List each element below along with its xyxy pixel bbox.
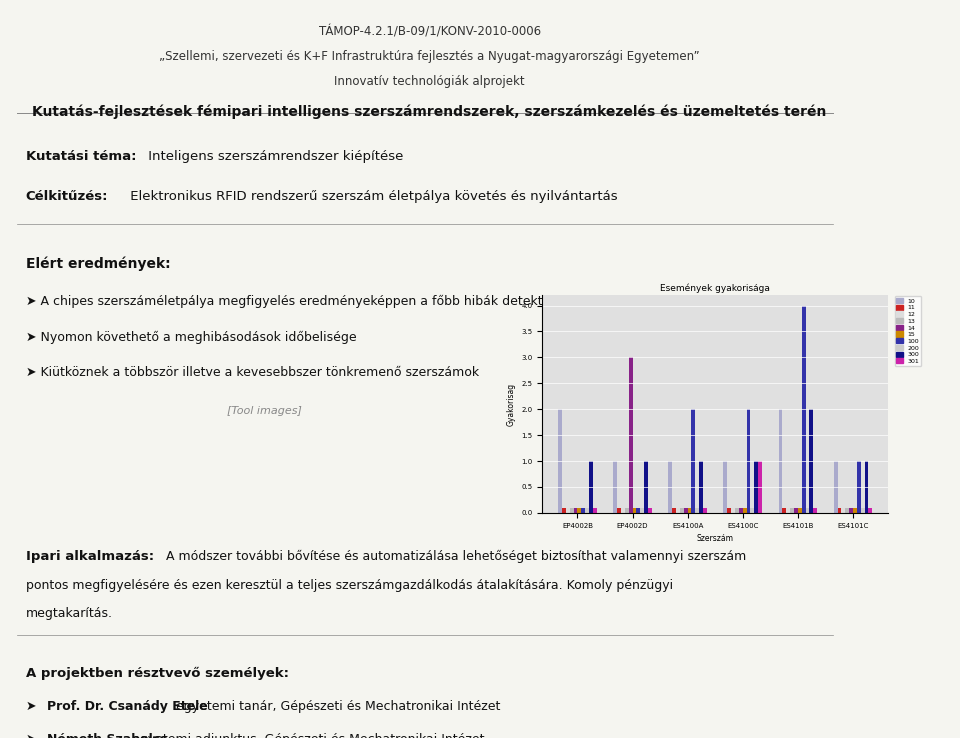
Bar — [589, 461, 593, 513]
Text: A projektben résztvevő személyek:: A projektben résztvevő személyek: — [26, 666, 289, 680]
Text: Innovatív technológiák alprojekt: Innovatív technológiák alprojekt — [334, 75, 525, 88]
Bar — [743, 508, 747, 513]
Bar — [786, 508, 790, 513]
Bar — [865, 461, 869, 513]
Bar — [684, 508, 687, 513]
Text: ➤ A chipes szerszáméletpálya megfigyelés eredményeképpen a főbb hibák detektálás: ➤ A chipes szerszáméletpálya megfigyelés… — [26, 295, 636, 308]
Bar — [672, 508, 676, 513]
Bar — [558, 410, 562, 513]
Text: ➤ Kiütköznek a többször illetve a kevesebbszer tönkremenő szerszámok: ➤ Kiütköznek a többször illetve a kevese… — [26, 366, 479, 379]
Bar — [625, 508, 629, 513]
Bar — [790, 508, 794, 513]
Bar — [758, 461, 762, 513]
Bar — [850, 508, 853, 513]
Bar — [581, 508, 585, 513]
Bar — [857, 461, 861, 513]
Bar — [735, 508, 739, 513]
Bar — [668, 461, 672, 513]
Bar — [613, 461, 617, 513]
Title: Események gyakorisága: Események gyakorisága — [660, 283, 770, 293]
Bar — [644, 461, 648, 513]
Bar — [695, 508, 699, 513]
Bar — [621, 508, 625, 513]
Bar — [813, 508, 817, 513]
Bar — [853, 508, 857, 513]
Bar — [640, 508, 644, 513]
Text: Inteligens szerszámrendszer kiépítése: Inteligens szerszámrendszer kiépítése — [144, 150, 404, 163]
Text: ➤: ➤ — [26, 733, 36, 738]
Bar — [833, 461, 837, 513]
Text: „Szellemi, szervezeti és K+F Infrastruktúra fejlesztés a Nyugat-magyarországi Eg: „Szellemi, szervezeti és K+F Infrastrukt… — [159, 50, 700, 63]
Text: Elektronikus RFID rendszerű szerszám életpálya követés és nyilvántartás: Elektronikus RFID rendszerű szerszám éle… — [127, 190, 618, 204]
Bar — [837, 508, 841, 513]
Bar — [648, 508, 652, 513]
Text: Prof. Dr. Csanády Etele: Prof. Dr. Csanády Etele — [47, 700, 208, 713]
X-axis label: Szerszám: Szerszám — [697, 534, 733, 543]
Bar — [562, 508, 565, 513]
Text: ➤ Nyomon követhető a meghibásodások időbelisége: ➤ Nyomon követhető a meghibásodások időb… — [26, 331, 356, 344]
Bar — [841, 508, 846, 513]
Bar — [861, 508, 865, 513]
Bar — [687, 508, 691, 513]
Bar — [699, 461, 703, 513]
Text: Kutatási téma:: Kutatási téma: — [26, 150, 136, 163]
Bar — [728, 508, 732, 513]
Bar — [565, 508, 569, 513]
Text: A módszer további bővítése és automatizálása lehetőséget biztosíthat valamennyi : A módszer további bővítése és automatizá… — [161, 550, 746, 563]
Text: pontos megfigyelésére és ezen keresztül a teljes szerszámgazdálkodás átalakításá: pontos megfigyelésére és ezen keresztül … — [26, 579, 673, 593]
Bar — [633, 508, 636, 513]
Bar — [805, 508, 809, 513]
Bar — [680, 508, 684, 513]
Bar — [739, 508, 743, 513]
Bar — [577, 508, 581, 513]
Text: Ipari alkalmazás:: Ipari alkalmazás: — [26, 550, 154, 563]
Bar — [676, 508, 680, 513]
Text: Elért eredmények:: Elért eredmények: — [26, 257, 171, 272]
Bar — [751, 508, 755, 513]
Bar — [782, 508, 786, 513]
Bar — [593, 508, 597, 513]
Bar — [755, 461, 758, 513]
Bar — [846, 508, 850, 513]
Text: ➤: ➤ — [26, 700, 36, 713]
Text: Kutatás-fejlesztések fémipari intelligens szerszámrendszerek, szerszámkezelés és: Kutatás-fejlesztések fémipari intelligen… — [33, 104, 827, 119]
Bar — [779, 410, 782, 513]
Bar — [636, 508, 640, 513]
Bar — [585, 508, 589, 513]
Text: Németh Szabolcs: Németh Szabolcs — [47, 733, 168, 738]
Bar — [573, 508, 577, 513]
Bar — [691, 410, 695, 513]
Bar — [869, 508, 873, 513]
Bar — [617, 508, 621, 513]
Bar — [629, 357, 633, 513]
Text: egyetemi tanár, Gépészeti és Mechatronikai Intézet: egyetemi tanár, Gépészeti és Mechatronik… — [172, 700, 500, 713]
Bar — [809, 410, 813, 513]
Bar — [703, 508, 707, 513]
Bar — [798, 508, 802, 513]
Bar — [794, 508, 798, 513]
Bar — [724, 461, 728, 513]
Legend: 10, 11, 12, 13, 14, 15, 100, 200, 300, 301: 10, 11, 12, 13, 14, 15, 100, 200, 300, 3… — [895, 296, 922, 366]
Bar — [802, 306, 805, 513]
Bar — [732, 508, 735, 513]
Bar — [569, 508, 573, 513]
Y-axis label: Gyakorisag: Gyakorisag — [507, 382, 516, 426]
Bar — [747, 410, 751, 513]
Text: egyetemi adjunktus, Gépészeti és Mechatronikai Intézet: egyetemi adjunktus, Gépészeti és Mechatr… — [129, 733, 485, 738]
Text: Célkitűzés:: Célkitűzés: — [26, 190, 108, 204]
Text: [Tool images]: [Tool images] — [227, 407, 301, 416]
Text: TÁMOP-4.2.1/B-09/1/KONV-2010-0006: TÁMOP-4.2.1/B-09/1/KONV-2010-0006 — [319, 26, 540, 39]
Text: megtakarítás.: megtakarítás. — [26, 607, 112, 621]
